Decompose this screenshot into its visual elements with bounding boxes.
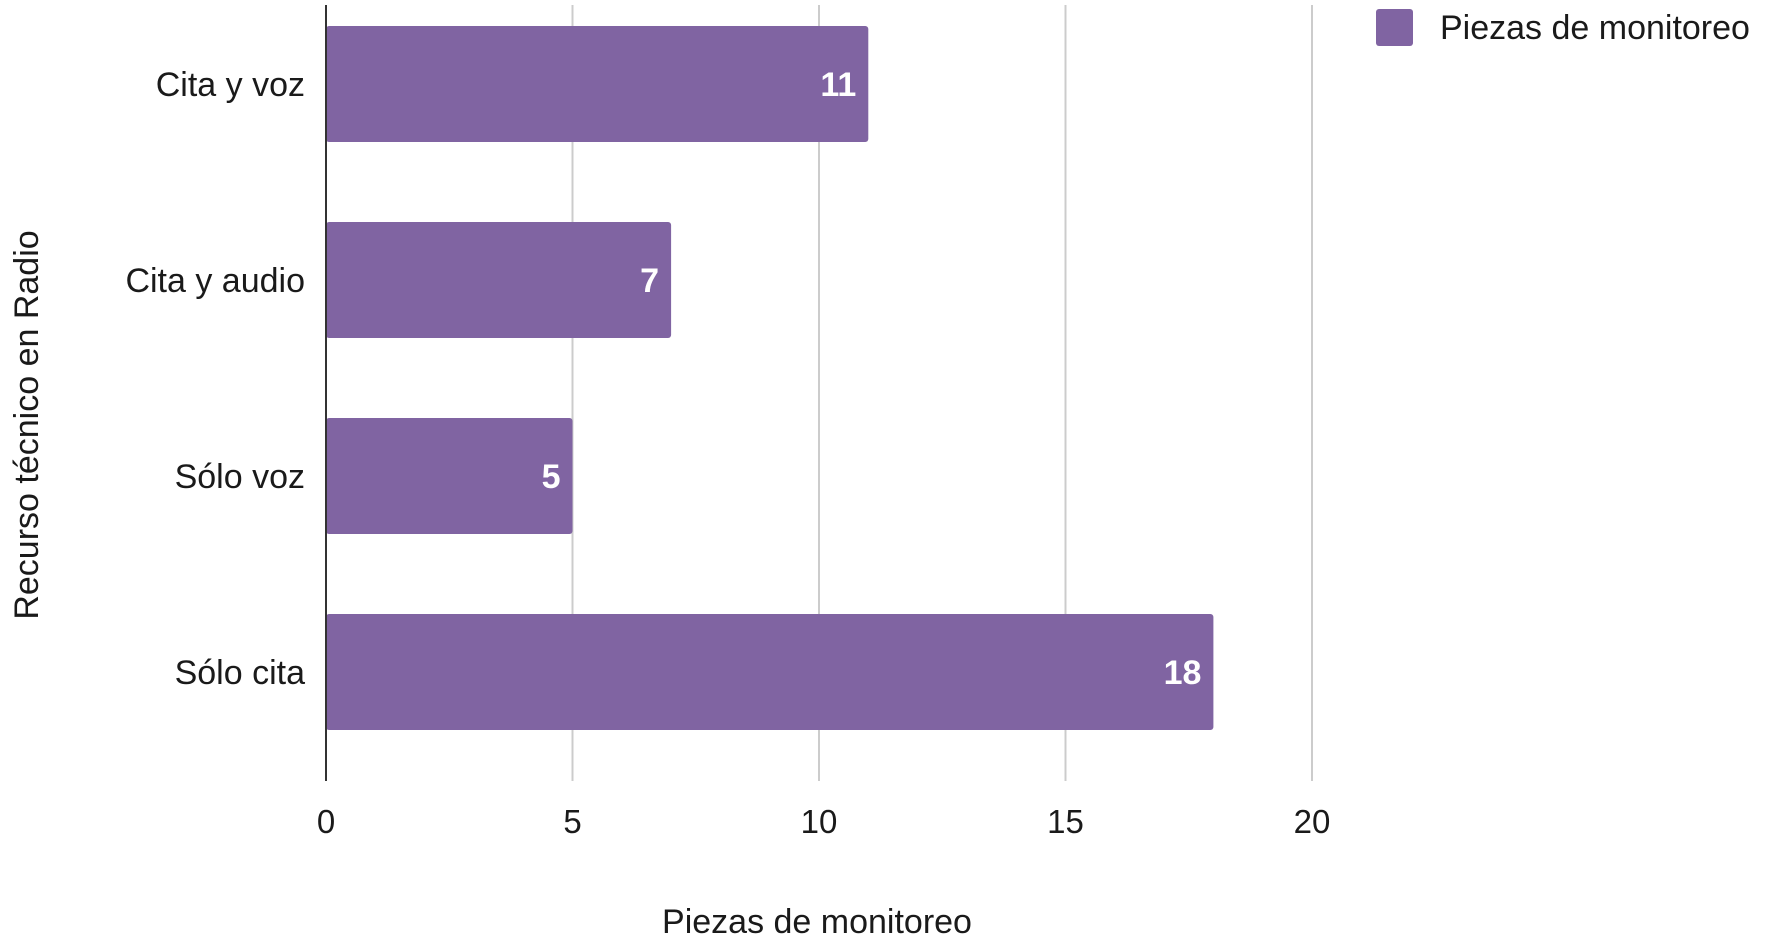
x-tick-label-5: 5 (563, 803, 581, 840)
x-tick-label-20: 20 (1294, 803, 1331, 840)
bars: 11 7 5 18 (326, 26, 1214, 730)
x-axis-title: Piezas de monitoreo (662, 903, 972, 941)
category-label-3: Sólo voz (175, 458, 305, 496)
x-tick-label-0: 0 (317, 803, 335, 840)
data-label-2: 7 (640, 262, 659, 300)
x-tick-label-10: 10 (801, 803, 838, 840)
y-axis-category-labels: Cita y voz Cita y audio Sólo voz Sólo cita (125, 66, 305, 692)
category-label-2: Cita y audio (125, 262, 305, 300)
data-label-4: 18 (1164, 654, 1202, 692)
bar-4[interactable] (326, 614, 1214, 730)
legend-label: Piezas de monitoreo (1440, 9, 1750, 47)
category-label-1: Cita y voz (156, 66, 305, 104)
x-tick-label-15: 15 (1047, 803, 1084, 840)
data-label-3: 5 (542, 458, 561, 496)
bar-2[interactable] (326, 222, 672, 338)
x-axis-ticks: 0 5 10 15 20 (317, 803, 1331, 840)
legend[interactable]: Piezas de monitoreo (1376, 9, 1750, 47)
data-label-1: 11 (820, 66, 856, 104)
y-axis-title: Recurso técnico en Radio (8, 230, 46, 619)
bar-3[interactable] (326, 418, 573, 534)
category-label-4: Sólo cita (175, 654, 305, 692)
bar-1[interactable] (326, 26, 869, 142)
legend-swatch (1376, 9, 1413, 46)
